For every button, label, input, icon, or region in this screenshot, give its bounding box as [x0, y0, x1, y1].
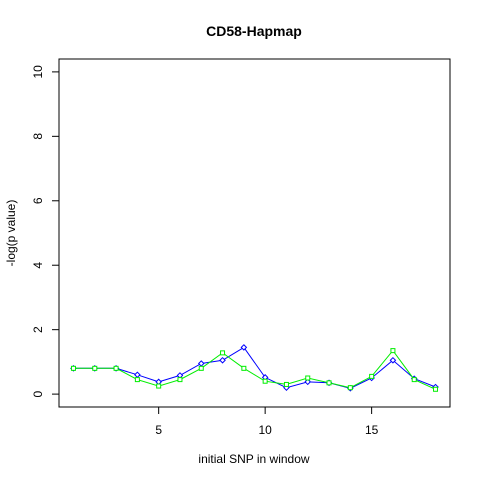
- series-layer: [70, 344, 439, 392]
- x-tick-label: 5: [155, 423, 162, 437]
- series-1-point: [240, 344, 248, 351]
- series-2-point: [70, 365, 76, 371]
- series-2-point: [92, 365, 98, 371]
- series-1-point: [304, 378, 312, 386]
- series-2-point: [113, 365, 119, 371]
- y-tick-label: 8: [31, 133, 45, 140]
- series-2-point: [347, 385, 353, 391]
- x-tick-label: 15: [365, 423, 379, 437]
- x-axis-label: initial SNP in window: [198, 452, 309, 466]
- series-2-point: [390, 348, 396, 354]
- series-2-point: [369, 373, 375, 379]
- y-tick-label: 10: [31, 65, 45, 79]
- y-tick-label: 6: [31, 197, 45, 204]
- series-2-point: [326, 380, 332, 386]
- series-2-point: [283, 381, 289, 387]
- y-tick-label: 2: [31, 326, 45, 333]
- series-2-point: [305, 375, 311, 381]
- y-tick-label: 4: [31, 262, 45, 269]
- series-1-line: [73, 346, 436, 389]
- series-1-point: [197, 360, 205, 367]
- series-2-line: [73, 349, 436, 390]
- series-1-point: [389, 356, 397, 364]
- chart-title: CD58-Hapmap: [206, 23, 302, 39]
- series-2-point: [177, 377, 183, 383]
- series-2-point: [134, 377, 140, 383]
- series-2-point: [156, 383, 162, 389]
- y-tick-label: 0: [31, 390, 45, 397]
- series-2-point: [262, 378, 268, 384]
- series-2-point: [433, 386, 439, 392]
- series-2-point: [220, 350, 226, 356]
- x-tick-label: 10: [258, 423, 272, 437]
- series-2-point: [241, 365, 247, 371]
- series-2-point: [198, 365, 204, 371]
- plot-frame: [58, 58, 451, 408]
- series-2-point: [411, 377, 417, 383]
- y-axis-label: -log(p value): [4, 200, 18, 267]
- series-1-point: [134, 371, 141, 379]
- series-1-point: [219, 356, 226, 364]
- y-axis: 0 2 4 6 8 10: [31, 65, 59, 397]
- x-axis: 5 10 15: [155, 407, 379, 437]
